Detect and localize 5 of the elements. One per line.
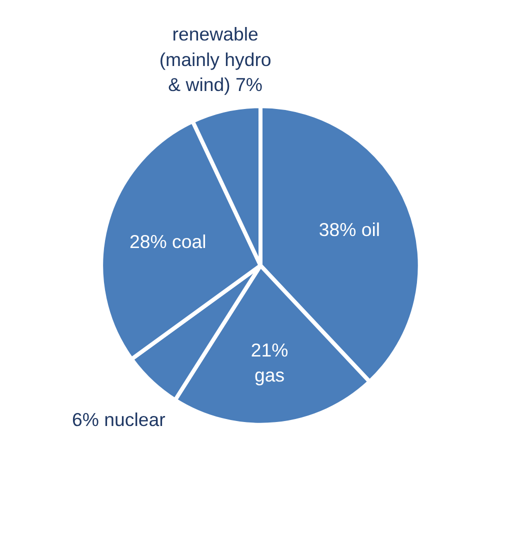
- data-label: 21% gas: [250, 339, 288, 386]
- data-label: 28% coal: [130, 230, 206, 252]
- data-label: 38% oil: [318, 219, 380, 240]
- data-label: renewable (mainly hydro & wind) 7%: [159, 24, 272, 96]
- data-label: 6% nuclear: [72, 408, 166, 430]
